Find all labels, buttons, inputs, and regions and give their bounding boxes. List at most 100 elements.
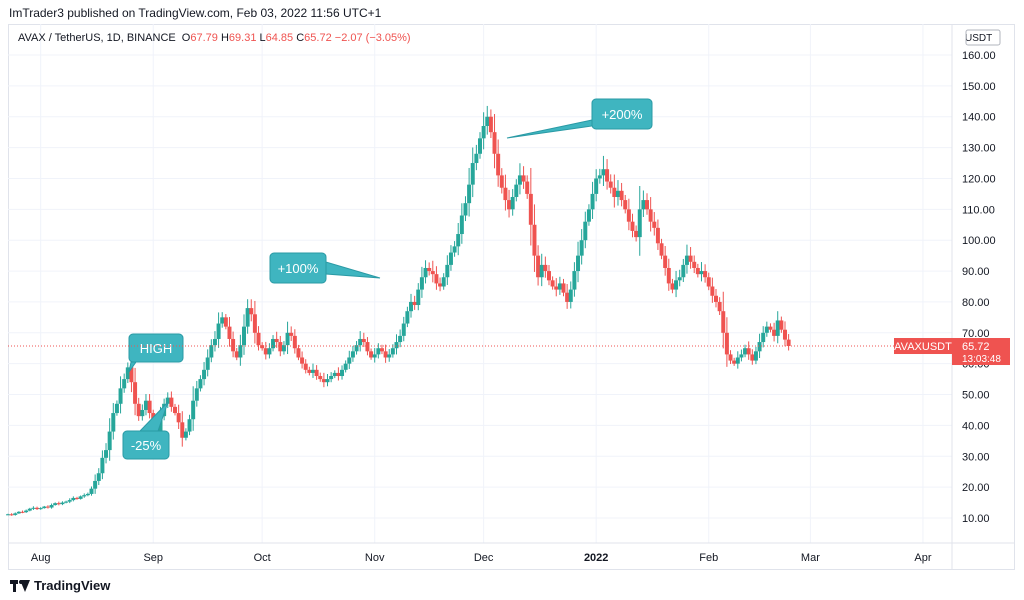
candle xyxy=(779,316,784,333)
candle xyxy=(594,169,599,202)
tradingview-footer[interactable]: TradingView xyxy=(10,576,110,594)
candle-body xyxy=(223,317,228,327)
candle-body xyxy=(536,255,541,278)
candle xyxy=(416,283,421,311)
candle xyxy=(608,174,613,194)
candle xyxy=(539,253,544,287)
candle xyxy=(561,278,566,297)
candle-body xyxy=(31,507,36,509)
candle xyxy=(49,503,54,509)
candle xyxy=(398,329,403,348)
callout-box xyxy=(128,333,184,363)
candle xyxy=(757,333,762,358)
candle-body xyxy=(114,403,119,414)
ohlc-legend: AVAX / TetherUS, 1D, BINANCE O67.79 H69.… xyxy=(18,32,411,44)
candle-body xyxy=(9,514,14,516)
candle-body xyxy=(35,507,40,510)
candle xyxy=(764,321,769,337)
candle xyxy=(267,343,272,359)
candle-body xyxy=(546,271,551,281)
candle-body xyxy=(739,354,744,358)
candle xyxy=(180,411,185,447)
candle-body xyxy=(528,193,533,225)
candle xyxy=(165,392,170,409)
candle xyxy=(753,346,758,365)
candle xyxy=(372,348,377,363)
candle xyxy=(89,486,94,496)
candle xyxy=(438,277,443,292)
candle-body xyxy=(721,311,726,333)
candle-body xyxy=(623,200,628,210)
candle-body xyxy=(104,450,109,458)
candle-body xyxy=(779,320,784,330)
candle-body xyxy=(470,163,475,185)
candle-body xyxy=(655,227,660,244)
legend-high-label: H xyxy=(220,32,229,44)
candle xyxy=(470,147,475,198)
tradingview-brand: TradingView xyxy=(34,577,111,593)
candle-body xyxy=(684,255,689,265)
price-tick-label: 120.00 xyxy=(962,173,996,185)
price-tick-label: 110.00 xyxy=(962,204,995,216)
legend-symbol[interactable]: AVAX / TetherUS, 1D, BINANCE xyxy=(18,32,176,44)
candle xyxy=(249,299,254,322)
time-tick-label: Mar xyxy=(801,552,820,564)
candle-body xyxy=(735,357,740,364)
candle xyxy=(104,443,109,464)
tradingview-logo-icon xyxy=(10,578,30,592)
candle-body xyxy=(6,514,10,516)
candle-body xyxy=(521,175,526,182)
candle-body xyxy=(478,138,482,154)
candle xyxy=(510,189,515,216)
candle-body xyxy=(89,488,94,494)
candle-body xyxy=(281,345,286,352)
candle-body xyxy=(485,116,490,126)
candle-body xyxy=(71,497,76,501)
chart-frame[interactable] xyxy=(8,24,1015,570)
candle-body xyxy=(583,221,588,241)
candle-body xyxy=(220,317,225,324)
price-tick-label: 30.00 xyxy=(962,451,990,463)
candle-body xyxy=(24,510,29,513)
candle-body xyxy=(227,326,232,339)
candle xyxy=(136,397,141,421)
candle xyxy=(576,241,581,283)
price-tick-label: 150.00 xyxy=(962,81,996,93)
candle-body xyxy=(710,286,715,296)
price-tick-label: 130.00 xyxy=(962,143,996,155)
candle-body xyxy=(753,351,758,361)
candle-body xyxy=(361,338,366,343)
time-tick-label: Apr xyxy=(914,552,931,564)
callout-box xyxy=(269,252,327,284)
candle xyxy=(677,269,682,287)
candle-body xyxy=(681,264,686,278)
candle-body xyxy=(173,406,178,414)
callout-box xyxy=(591,98,653,130)
symbol-tag: AVAXUSDT xyxy=(894,341,952,353)
candle xyxy=(260,342,265,351)
candle-body xyxy=(401,323,406,336)
callout-label: HIGH xyxy=(140,341,173,356)
candle-body xyxy=(93,480,98,489)
callout-box xyxy=(122,430,170,460)
candle xyxy=(347,350,352,370)
candle-body xyxy=(597,175,602,179)
candle xyxy=(405,306,410,328)
price-tick-label: 140.00 xyxy=(962,112,996,124)
candle xyxy=(743,344,748,358)
candle-body xyxy=(543,264,548,272)
candle-body xyxy=(430,271,435,275)
legend-low-label: L xyxy=(259,32,266,44)
candle xyxy=(16,511,21,514)
candle xyxy=(318,372,323,382)
candle-body xyxy=(53,503,58,506)
candle-body xyxy=(517,175,522,185)
candle xyxy=(169,391,174,412)
candle-body xyxy=(111,413,116,432)
candle xyxy=(724,317,729,367)
candle-body xyxy=(274,338,279,343)
candle xyxy=(652,212,657,236)
candle-body xyxy=(78,496,83,499)
candle xyxy=(503,174,508,211)
